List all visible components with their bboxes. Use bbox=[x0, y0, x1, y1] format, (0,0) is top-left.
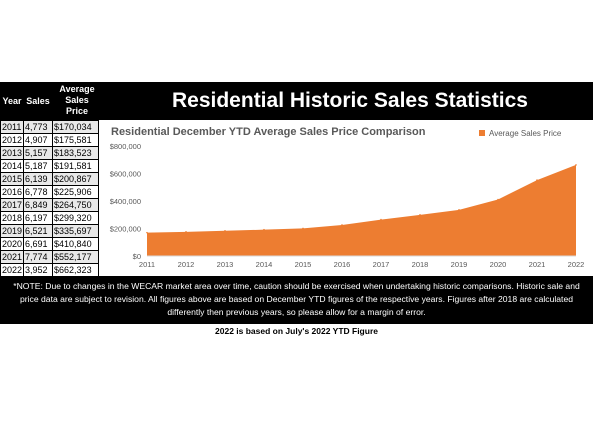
column-header-year: Year bbox=[2, 96, 22, 106]
x-tick-label: 2018 bbox=[412, 260, 429, 269]
table-cell-price: $662,323 bbox=[52, 263, 99, 277]
table-cell-sales: 6,521 bbox=[23, 224, 54, 238]
table-row: 2021 7,774 $552,177 bbox=[0, 250, 99, 264]
chart-panel: Residential December YTD Average Sales P… bbox=[99, 120, 593, 276]
page-title: Residential Historic Sales Statistics bbox=[172, 89, 528, 112]
table-cell-price: $299,320 bbox=[52, 211, 99, 225]
table-cell-price: $175,581 bbox=[52, 133, 99, 147]
table-cell-sales: 6,139 bbox=[23, 172, 54, 186]
table-cell-sales: 6,691 bbox=[23, 237, 54, 251]
data-point bbox=[302, 227, 304, 230]
table-cell-price: $264,750 bbox=[52, 198, 99, 212]
sales-statistics-infographic: Year Sales Average Sales Price Residenti… bbox=[0, 82, 593, 343]
table-cell-price: $335,697 bbox=[52, 224, 99, 238]
table-cell-sales: 4,907 bbox=[23, 133, 54, 147]
table-cell-year: 2021 bbox=[0, 250, 25, 264]
table-row: 2016 6,778 $225,906 bbox=[0, 185, 99, 199]
table-cell-sales: 5,157 bbox=[23, 146, 54, 160]
table-cell-sales: 5,187 bbox=[23, 159, 54, 173]
table-row: 2019 6,521 $335,697 bbox=[0, 224, 99, 238]
x-tick-label: 2019 bbox=[451, 260, 468, 269]
table-cell-year: 2015 bbox=[0, 172, 25, 186]
table-cell-sales: 7,774 bbox=[23, 250, 54, 264]
area-series-average-sales-price bbox=[147, 164, 576, 256]
area-chart: Residential December YTD Average Sales P… bbox=[110, 126, 585, 269]
data-point bbox=[575, 164, 577, 166]
table-cell-year: 2014 bbox=[0, 159, 25, 173]
data-point bbox=[458, 209, 460, 211]
data-point bbox=[146, 231, 148, 234]
table-cell-sales: 4,773 bbox=[23, 120, 54, 134]
table-cell-year: 2022 bbox=[0, 263, 25, 277]
table-cell-year: 2018 bbox=[0, 211, 25, 225]
table-cell-sales: 6,778 bbox=[23, 185, 54, 199]
table-cell-sales: 6,197 bbox=[23, 211, 54, 225]
x-tick-label: 2013 bbox=[217, 260, 234, 269]
header-banner: Year Sales Average Sales Price Residenti… bbox=[0, 82, 593, 120]
table-cell-price: $200,867 bbox=[52, 172, 99, 186]
x-tick-label: 2022 bbox=[568, 260, 585, 269]
x-tick-label: 2012 bbox=[178, 260, 195, 269]
x-tick-label: 2011 bbox=[139, 260, 155, 269]
data-point bbox=[341, 224, 343, 226]
x-tick-label: 2021 bbox=[529, 260, 546, 269]
x-tick-label: 2016 bbox=[334, 260, 351, 269]
table-row: 2018 6,197 $299,320 bbox=[0, 211, 99, 225]
data-point bbox=[380, 218, 382, 221]
table-cell-price: $225,906 bbox=[52, 185, 99, 199]
y-tick-label: $200,000 bbox=[110, 225, 141, 234]
x-tick-label: 2014 bbox=[256, 260, 273, 269]
y-tick-label: $600,000 bbox=[110, 170, 141, 179]
data-point bbox=[263, 228, 265, 231]
x-tick-label: 2020 bbox=[490, 260, 507, 269]
data-point bbox=[419, 214, 421, 216]
table-cell-year: 2020 bbox=[0, 237, 25, 251]
table-cell-price: $191,581 bbox=[52, 159, 99, 173]
table-row: 2020 6,691 $410,840 bbox=[0, 237, 99, 251]
data-point bbox=[497, 198, 499, 201]
table-cell-year: 2019 bbox=[0, 224, 25, 238]
x-tick-label: 2015 bbox=[295, 260, 312, 269]
data-point bbox=[224, 229, 226, 232]
legend-label: Average Sales Price bbox=[489, 129, 562, 138]
table-row: 2012 4,907 $175,581 bbox=[0, 133, 99, 147]
column-header-average-price: Average Sales Price bbox=[59, 84, 95, 116]
sales-table: 2011 4,773 $170,034 2012 4,907 $175,581 2013 5,… bbox=[0, 120, 99, 277]
table-cell-price: $183,523 bbox=[52, 146, 99, 160]
table-cell-year: 2013 bbox=[0, 146, 25, 160]
table-row: 2013 5,157 $183,523 bbox=[0, 146, 99, 160]
table-cell-price: $552,177 bbox=[52, 250, 99, 264]
table-cell-year: 2016 bbox=[0, 185, 25, 199]
table-cell-price: $170,034 bbox=[52, 120, 99, 134]
note-box: *NOTE: Due to changes in the WECAR marke… bbox=[0, 276, 593, 324]
table-cell-year: 2012 bbox=[0, 133, 25, 147]
table-cell-year: 2011 bbox=[0, 120, 25, 134]
data-point bbox=[536, 179, 538, 181]
y-tick-label: $400,000 bbox=[110, 197, 141, 206]
data-point bbox=[185, 231, 187, 233]
x-tick-label: 2017 bbox=[373, 260, 390, 269]
table-row: 2014 5,187 $191,581 bbox=[0, 159, 99, 173]
column-header-sales: Sales bbox=[26, 96, 50, 106]
table-row: 2017 6,849 $264,750 bbox=[0, 198, 99, 212]
table-cell-sales: 3,952 bbox=[23, 263, 54, 277]
table-cell-year: 2017 bbox=[0, 198, 25, 212]
legend-swatch bbox=[479, 130, 485, 136]
table-cell-sales: 6,849 bbox=[23, 198, 54, 212]
footnote: 2022 is based on July's 2022 YTD Figure bbox=[215, 326, 378, 336]
table-cell-price: $410,840 bbox=[52, 237, 99, 251]
y-tick-label: $800,000 bbox=[110, 142, 141, 151]
table-row: 2011 4,773 $170,034 bbox=[0, 120, 99, 134]
note-text: *NOTE: Due to changes in the WECAR marke… bbox=[13, 281, 580, 317]
table-row: 2015 6,139 $200,867 bbox=[0, 172, 99, 186]
y-tick-label: $0 bbox=[133, 252, 141, 261]
chart-title: Residential December YTD Average Sales P… bbox=[111, 126, 426, 138]
table-row: 2022 3,952 $662,323 bbox=[0, 263, 99, 277]
